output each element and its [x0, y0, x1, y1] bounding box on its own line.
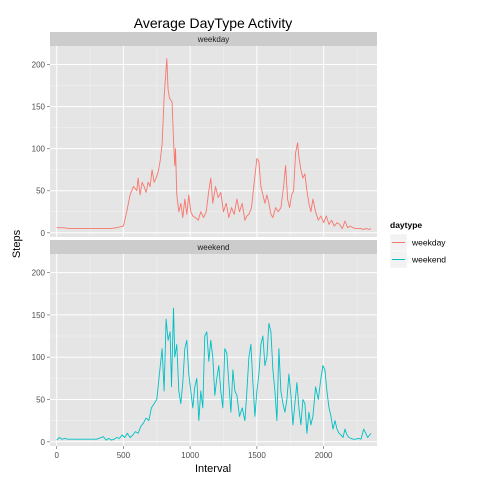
panel-background	[50, 254, 377, 446]
y-tick-label: 200	[32, 61, 46, 70]
y-tick-label: 50	[36, 187, 45, 196]
legend-entries: weekday weekend	[389, 233, 446, 269]
legend-label: weekend	[411, 255, 446, 265]
y-tick-label: 100	[32, 353, 46, 362]
y-tick-label: 100	[32, 145, 46, 154]
x-tick-label: 500	[117, 451, 131, 460]
legend-title: daytype	[390, 220, 422, 230]
y-tick-label: 50	[36, 395, 45, 404]
strip-weekend	[50, 240, 377, 254]
series-line-weekend	[56, 307, 372, 441]
panel-weekday: weekday 0 50 100 150 200	[32, 32, 377, 238]
x-tick-label: 1000	[181, 451, 199, 460]
strip-weekday	[50, 32, 377, 46]
x-tick-label: 0	[54, 451, 59, 460]
series-line-weekday	[56, 58, 372, 230]
x-tick-label: 1500	[248, 451, 266, 460]
legend: daytype weekday weekend	[389, 220, 446, 269]
y-tick-label: 150	[32, 103, 46, 112]
legend-item-weekend: weekend	[389, 250, 446, 269]
strip-label: weekend	[196, 243, 229, 252]
panel-background	[50, 46, 377, 237]
y-tick-label: 0	[41, 438, 46, 447]
y-tick-label: 200	[32, 269, 46, 278]
y-tick-label: 150	[32, 311, 46, 320]
x-axis-title: Interval	[195, 463, 231, 475]
strip-label: weekday	[197, 35, 230, 44]
x-tick-label: 2000	[315, 451, 333, 460]
chart-title: Average DayType Activity	[134, 15, 292, 31]
legend-item-weekday: weekday	[389, 233, 446, 252]
y-axis-title: Steps	[11, 229, 23, 258]
y-tick-label: 0	[41, 229, 46, 238]
legend-label: weekday	[411, 238, 446, 248]
